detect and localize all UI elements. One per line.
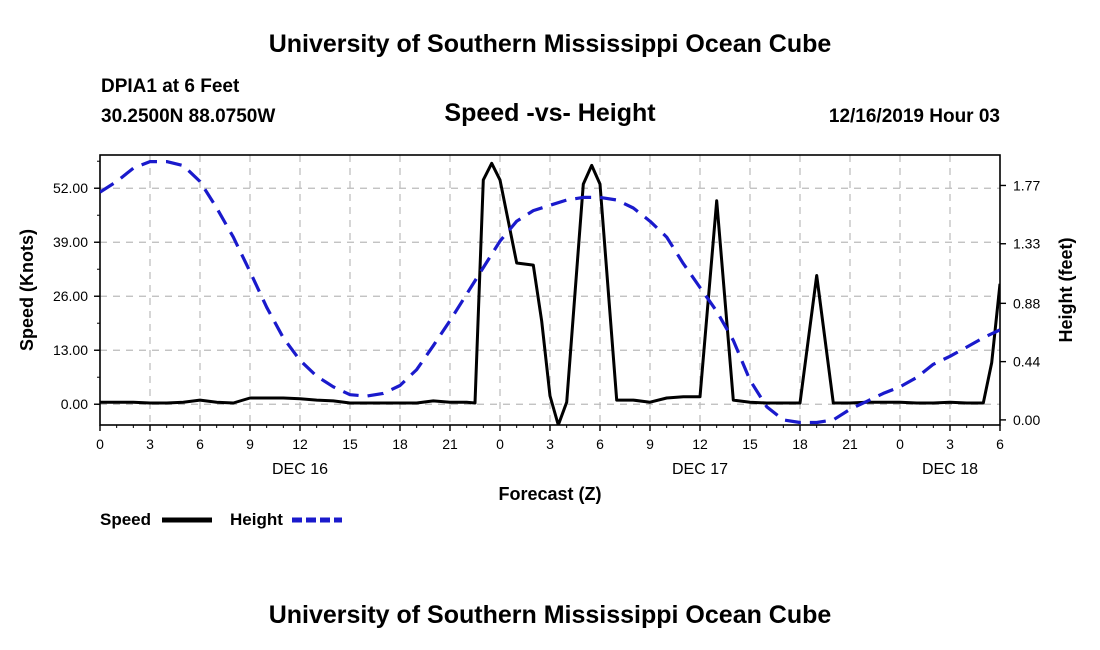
- x-tick-label: 0: [96, 436, 104, 452]
- x-tick-label: 21: [442, 436, 458, 452]
- x-tick-label: 21: [842, 436, 858, 452]
- coordinates-label: 30.2500N 88.0750W: [101, 106, 276, 127]
- plot-title: Speed -vs- Height: [444, 99, 656, 127]
- top-title: University of Southern Mississippi Ocean…: [268, 30, 832, 58]
- y-tick-label: 26.00: [53, 288, 88, 304]
- x-tick-label: 12: [692, 436, 708, 452]
- series-line-speed: [100, 161, 1000, 425]
- legend-speed-label: Speed: [100, 510, 152, 529]
- y2-tick-label: 1.77: [1013, 177, 1040, 193]
- y2-axis-title: Height (feet): [1056, 238, 1076, 343]
- x-tick-label: 6: [996, 436, 1004, 452]
- x-tick-label: 0: [496, 436, 504, 452]
- x-tick-label: 18: [792, 436, 808, 452]
- x-tick-label: 12: [292, 436, 308, 452]
- y2-tick-label: 0.44: [1013, 354, 1040, 370]
- y-axis-title: Speed (Knots): [17, 229, 37, 351]
- x-tick-label: 0: [896, 436, 904, 452]
- station-label: DPIA1 at 6 Feet: [101, 76, 240, 97]
- y-tick-label: 39.00: [53, 234, 88, 250]
- x-tick-label: 6: [196, 436, 204, 452]
- y2-tick-label: 1.33: [1013, 236, 1040, 252]
- y2-tick-label: 0.00: [1013, 412, 1040, 428]
- x-tick-label: 9: [646, 436, 654, 452]
- legend-height-label: Height: [230, 510, 283, 529]
- day-label: DEC 17: [672, 461, 728, 478]
- x-tick-label: 3: [946, 436, 954, 452]
- x-tick-label: 3: [146, 436, 154, 452]
- x-tick-label: 3: [546, 436, 554, 452]
- y-tick-label: 13.00: [53, 342, 88, 358]
- x-axis-title: Forecast (Z): [498, 484, 601, 504]
- day-label: DEC 18: [922, 461, 978, 478]
- date-label: 12/16/2019 Hour 03: [828, 106, 1000, 127]
- bottom-title: University of Southern Mississippi Ocean…: [268, 601, 832, 629]
- x-tick-label: 15: [342, 436, 358, 452]
- y2-tick-label: 0.88: [1013, 295, 1040, 311]
- x-tick-label: 9: [246, 436, 254, 452]
- x-tick-label: 18: [392, 436, 408, 452]
- x-tick-label: 6: [596, 436, 604, 452]
- y-tick-label: 52.00: [53, 180, 88, 196]
- y-tick-label: 0.00: [61, 396, 88, 412]
- x-tick-label: 15: [742, 436, 758, 452]
- day-label: DEC 16: [272, 461, 328, 478]
